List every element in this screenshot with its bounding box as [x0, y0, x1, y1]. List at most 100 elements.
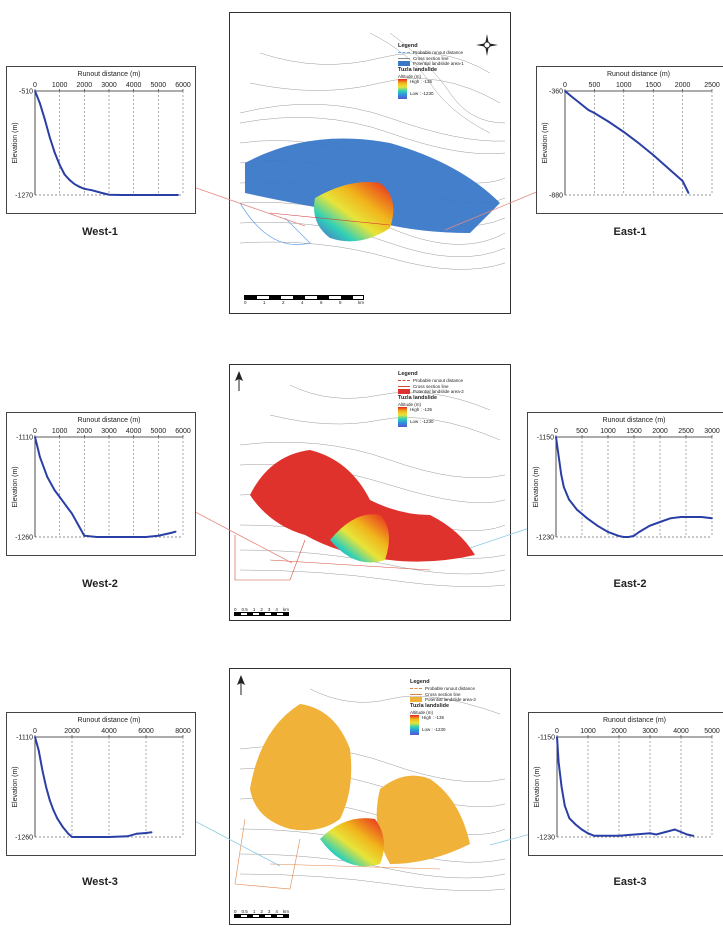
x-tick-label: 500 [589, 82, 601, 89]
profile-point [680, 831, 682, 833]
profile-point [132, 536, 135, 538]
profile-point [83, 534, 86, 537]
legend-title: Legend [398, 371, 418, 377]
legend-area: Potential landslide area-3 [425, 697, 476, 703]
profile-point [557, 761, 560, 763]
profile-point [37, 749, 40, 752]
profile-point [681, 180, 684, 182]
x-tick-label: 2500 [678, 428, 694, 435]
profile-point [711, 517, 713, 520]
map-3-legend: Legend Probable runout distance Cross se… [410, 679, 510, 736]
profile-point [562, 486, 565, 488]
profile-point [633, 833, 636, 836]
x-tick-label: 1000 [616, 82, 632, 89]
legend-title: Legend [398, 43, 418, 49]
profile-point [575, 508, 578, 511]
profile-point [622, 131, 625, 133]
profile-point [67, 832, 70, 835]
x-tick-label: 2000 [675, 82, 691, 89]
profile-point [560, 473, 563, 476]
x-tick-label: 0 [555, 728, 559, 735]
y-axis-label: Elevation (m) [542, 122, 549, 163]
x-tick-label: 5000 [151, 82, 167, 89]
profile-point [108, 193, 110, 196]
profile-point [627, 536, 630, 538]
profile-point [602, 834, 605, 837]
y-tick-label: -1230 [537, 835, 555, 842]
profile-point [555, 436, 557, 438]
profile-point [36, 446, 39, 448]
profile-point [90, 189, 93, 192]
profile-chart-svg: Runout distance (m) Elevation (m) 0 1000 200… [12, 71, 191, 200]
x-tick-label: 2000 [611, 728, 627, 735]
x-tick-label: 1500 [626, 428, 642, 435]
profile-point [83, 187, 86, 190]
x-tick-label: 0 [33, 82, 37, 89]
profile-point [700, 516, 703, 518]
legend-low: Low : -1230 [422, 726, 446, 732]
profile-point [120, 536, 123, 538]
legend-area: Potential landslide area-1 [413, 61, 464, 67]
profile-point [63, 173, 66, 176]
x-tick-label: 6000 [175, 82, 191, 89]
profile-point [169, 532, 172, 534]
profile-point [622, 536, 625, 538]
profile-point [637, 142, 640, 144]
tag-west-1: West-1 [82, 226, 118, 238]
profile-point [556, 736, 558, 738]
profile-point [659, 521, 661, 523]
x-tick-label: 0 [554, 428, 558, 435]
profile-point [41, 769, 44, 772]
profile-point [679, 516, 682, 518]
legend-cross: Cross section line [425, 691, 461, 697]
profile-point [608, 121, 610, 123]
north-arrow-icon [476, 34, 498, 56]
y-axis-label: Elevation (m) [534, 766, 541, 807]
x-tick-label: 500 [576, 428, 588, 435]
profile-point [71, 512, 73, 515]
y-tick-label: -1110 [16, 735, 33, 742]
profile-point [43, 118, 46, 121]
map-3: Legend Probable runout distance Cross se… [229, 668, 511, 925]
profile-point [56, 817, 59, 820]
north-arrow-icon [237, 675, 245, 695]
chart-west-2: Runout distance (m) Elevation (m) 0 1000 200… [6, 412, 196, 556]
profile-line [34, 736, 152, 838]
profile-point [145, 832, 147, 834]
profile-point [560, 786, 563, 788]
legend-tuzla: Tuzla landslide [398, 66, 438, 73]
y-tick-label: -1260 [15, 535, 33, 542]
x-tick-label: 2000 [652, 428, 668, 435]
profile-point [638, 531, 641, 533]
tag-east-3: East-3 [613, 876, 647, 888]
profile-point [568, 498, 570, 501]
legend-cross: Cross section line [413, 55, 449, 61]
profile-point [586, 517, 589, 520]
y-axis-label: Elevation (m) [12, 766, 19, 807]
profile-point [617, 534, 620, 537]
x-tick-label: 1000 [52, 428, 68, 435]
profile-point [557, 454, 560, 457]
profile-chart-svg: Runout distance (m) Elevation (m) 0 500 1000… [542, 71, 720, 200]
profile-point [41, 462, 44, 465]
profile-point [169, 194, 172, 196]
profile-point [686, 833, 689, 836]
x-axis-label: Runout distance (m) [602, 417, 665, 424]
x-tick-label: 0 [33, 428, 37, 435]
profile-point [61, 826, 64, 828]
profile-point [174, 530, 177, 533]
x-tick-label: 2000 [64, 728, 80, 735]
profile-point [34, 436, 36, 438]
legend-probable: Probable runout distance [425, 685, 476, 691]
map-2-terrain [234, 384, 506, 587]
x-tick-label: 2000 [77, 428, 93, 435]
profile-point [58, 163, 61, 166]
y-tick-label: -1260 [15, 835, 33, 842]
y-tick-label: -1110 [16, 435, 33, 442]
profile-point [78, 526, 81, 528]
profile-point [39, 456, 41, 458]
profile-point [599, 115, 602, 118]
profile-point [145, 536, 147, 538]
profile-line [556, 736, 694, 837]
x-tick-label: 4000 [673, 728, 689, 735]
